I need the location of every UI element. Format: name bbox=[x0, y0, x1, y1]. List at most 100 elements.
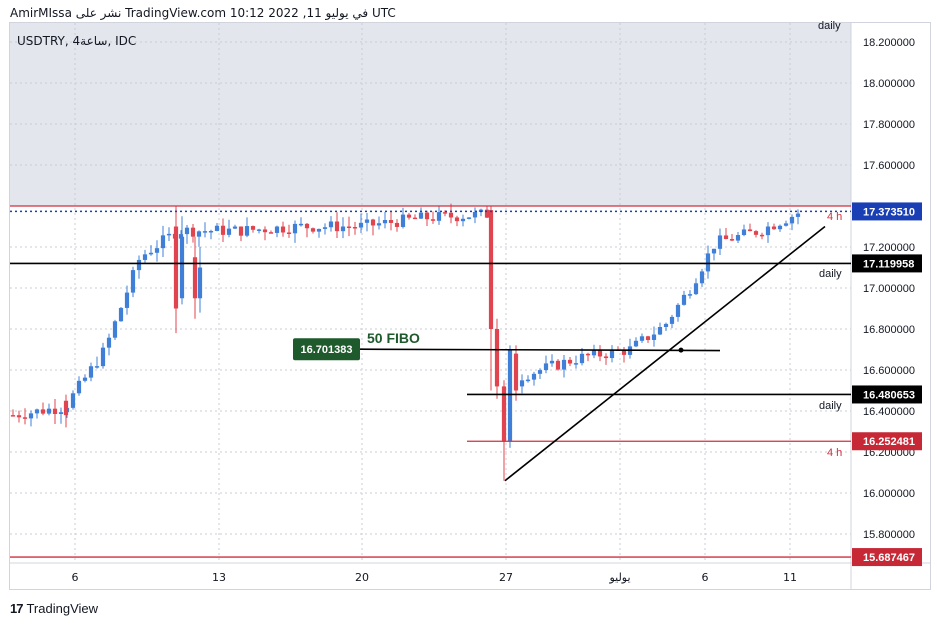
price-tick: 17.000000 bbox=[863, 283, 915, 295]
price-tag-text: 17.373510 bbox=[863, 206, 915, 218]
candle-body bbox=[88, 366, 94, 378]
candle-body bbox=[597, 349, 603, 357]
candle-body bbox=[262, 229, 268, 233]
candle-body bbox=[196, 231, 202, 237]
candle-body bbox=[178, 234, 184, 239]
candle-body bbox=[639, 336, 645, 341]
candle-body bbox=[190, 227, 196, 237]
candle-body bbox=[10, 415, 16, 417]
candle-body bbox=[142, 254, 148, 260]
candle-body bbox=[531, 373, 537, 380]
candle-body bbox=[771, 226, 777, 230]
fibo-label: 50 FIBO bbox=[367, 330, 420, 346]
candle-body bbox=[466, 217, 472, 219]
candle-body bbox=[621, 350, 627, 355]
candle-body bbox=[94, 366, 100, 368]
candle-body bbox=[250, 226, 256, 230]
candle-body bbox=[130, 270, 136, 293]
candle-body bbox=[322, 227, 328, 229]
candle-body bbox=[197, 267, 203, 299]
candle-body bbox=[40, 409, 46, 414]
candle-body bbox=[208, 230, 214, 233]
candle-body bbox=[76, 380, 82, 394]
candle-body bbox=[759, 234, 765, 237]
candle-body bbox=[645, 336, 651, 341]
price-tick: 16.000000 bbox=[863, 488, 915, 500]
candle-body bbox=[340, 226, 346, 232]
candle-body bbox=[675, 304, 681, 317]
candle-body bbox=[382, 220, 388, 224]
price-tag-box bbox=[852, 254, 922, 273]
candle-body bbox=[669, 316, 675, 324]
time-tick: 13 bbox=[212, 571, 226, 584]
candle-body bbox=[100, 347, 106, 367]
candle-body bbox=[711, 248, 717, 254]
candle-body bbox=[166, 233, 172, 236]
price-tick: 15.800000 bbox=[863, 529, 915, 541]
candle-body bbox=[16, 415, 22, 418]
candle-body bbox=[52, 408, 58, 415]
candle-body bbox=[454, 217, 460, 222]
candle-body bbox=[657, 327, 663, 335]
candle-body bbox=[328, 221, 334, 228]
price-tick: 16.400000 bbox=[863, 406, 915, 418]
candle-body bbox=[777, 225, 783, 230]
candle-body bbox=[789, 216, 795, 224]
time-tick: 6 bbox=[72, 571, 79, 584]
candle-body bbox=[358, 222, 364, 228]
candle-body bbox=[717, 235, 723, 249]
candle-body bbox=[124, 292, 130, 308]
candle-body bbox=[112, 321, 118, 338]
candle-body bbox=[214, 225, 220, 231]
tradingview-logo-icon: 17 bbox=[10, 601, 24, 616]
candle-body bbox=[567, 359, 573, 364]
candle-body bbox=[304, 223, 310, 229]
price-tag-box bbox=[852, 385, 922, 404]
candle-body bbox=[364, 219, 370, 223]
candle-body bbox=[28, 413, 34, 419]
candle-body bbox=[238, 226, 244, 236]
candle-body bbox=[687, 294, 693, 296]
candle-body bbox=[316, 228, 322, 232]
candle-body bbox=[501, 386, 507, 442]
candle-body bbox=[310, 228, 316, 232]
candle-body bbox=[220, 225, 226, 235]
candle-body bbox=[460, 218, 466, 222]
candle-body bbox=[280, 226, 286, 233]
candle-body bbox=[34, 409, 40, 414]
candle-body bbox=[406, 214, 412, 218]
candle-body bbox=[693, 283, 699, 295]
candle-body bbox=[346, 226, 352, 229]
candle-body bbox=[274, 226, 280, 233]
candle-body bbox=[519, 380, 525, 387]
candle-body bbox=[573, 363, 579, 365]
candle-body bbox=[370, 219, 376, 226]
symbol-label: USDTRY, 4ساعة, IDC bbox=[17, 34, 137, 48]
level-label-daily-top: daily bbox=[818, 20, 841, 32]
candle-body bbox=[753, 231, 759, 235]
candle-body bbox=[46, 408, 52, 414]
level-label-4h-top: 4 h bbox=[827, 211, 842, 223]
fibo-value-box bbox=[293, 338, 360, 361]
candle-body bbox=[298, 223, 304, 226]
candle-body bbox=[160, 235, 166, 249]
candle-body bbox=[184, 227, 190, 235]
price-tick: 16.600000 bbox=[863, 365, 915, 377]
candle-body bbox=[192, 257, 198, 299]
time-tick: يوليو bbox=[608, 571, 630, 584]
candle-body bbox=[256, 229, 262, 231]
candle-body bbox=[525, 379, 531, 382]
candle-body bbox=[154, 248, 160, 253]
price-tag-box bbox=[852, 432, 922, 451]
candle-body bbox=[579, 353, 585, 364]
candle-body bbox=[418, 212, 424, 219]
candle-body bbox=[591, 349, 597, 356]
candle-body bbox=[226, 228, 232, 235]
price-tag-text: 17.119958 bbox=[863, 258, 914, 270]
candle-body bbox=[136, 259, 142, 271]
fibo-anchor-dot bbox=[678, 347, 684, 353]
candle-body bbox=[173, 226, 179, 309]
candle-body bbox=[494, 329, 500, 387]
candle-body bbox=[394, 222, 400, 227]
